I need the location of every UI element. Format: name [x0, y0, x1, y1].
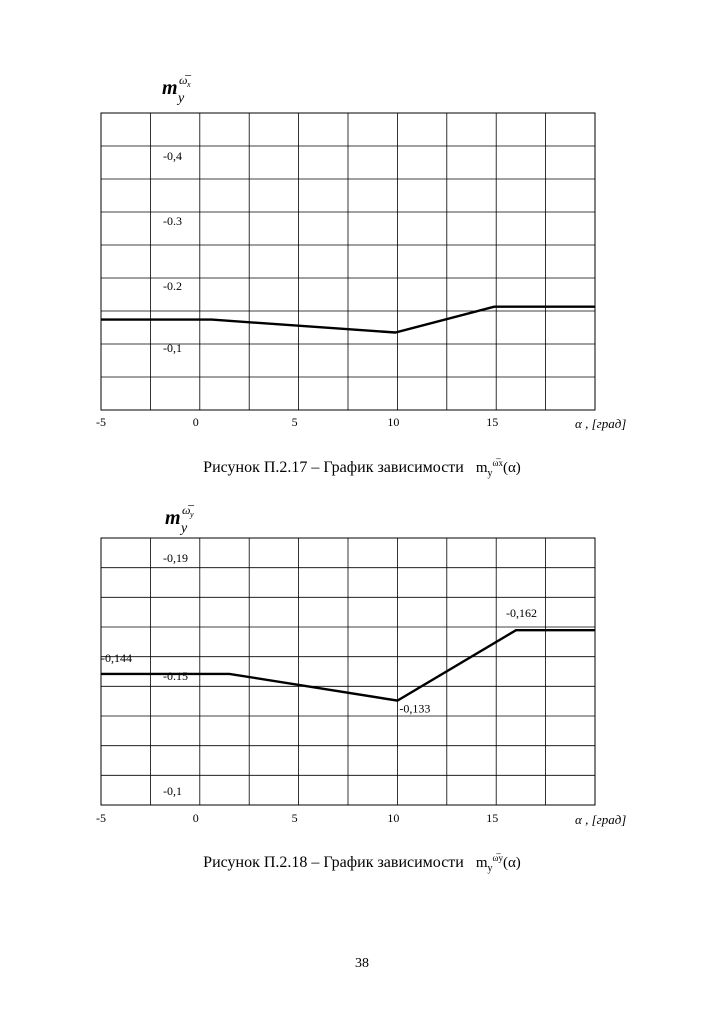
y-axis-label-sup-sub: x: [186, 80, 191, 89]
y-tick-label: -0.3: [163, 214, 182, 228]
y-tick-label: -0,19: [163, 551, 188, 565]
x-axis-label: α , [град]: [575, 416, 626, 431]
data-label: -0,162: [506, 606, 537, 620]
figure-1-caption: Рисунок П.2.17 – График зависимости myω̅x…: [0, 458, 724, 479]
x-tick-label: 5: [292, 415, 298, 429]
y-tick-label: -0,1: [163, 784, 182, 798]
x-tick-label: -5: [96, 811, 106, 825]
y-axis-label-sub: y: [176, 91, 185, 106]
x-tick-label: 15: [486, 811, 498, 825]
plot-frame: [100, 537, 596, 806]
y-axis-label: m: [165, 507, 181, 529]
chart-1: -5 0 5 10 15 α , [град]-0,4-0.3-0.2-0,1m yω̅ x: [96, 73, 626, 431]
x-tick-label: 0: [193, 415, 199, 429]
figure-2-caption: Рисунок П.2.18 – График зависимости myω̅y…: [0, 853, 724, 874]
caption-text: Рисунок П.2.17 – График зависимости: [203, 459, 464, 476]
x-tick-label: -5: [96, 415, 106, 429]
y-axis-label: m: [162, 77, 178, 99]
data-label: -0,144: [101, 651, 132, 665]
x-axis-label: α , [град]: [575, 812, 626, 827]
caption-function: myω̅y(α): [475, 853, 521, 874]
x-tick-label: 15: [486, 415, 498, 429]
data-label: -0,133: [399, 702, 430, 716]
caption-text: Рисунок П.2.18 – График зависимости: [203, 854, 464, 871]
x-tick-label: 10: [387, 811, 399, 825]
plot-frame: [100, 112, 596, 411]
caption-function: myω̅x(α): [475, 458, 521, 479]
y-tick-label: -0.15: [163, 669, 188, 683]
chart-2: -5 0 5 10 15 α , [град]-0,19-0.15-0,1m yω̅ y-0,…: [96, 503, 626, 827]
y-tick-label: -0,4: [163, 149, 182, 163]
x-tick-label: 5: [292, 811, 298, 825]
y-tick-label: -0,1: [163, 341, 182, 355]
page-number: 38: [355, 956, 369, 971]
y-tick-label: -0.2: [163, 279, 182, 293]
y-axis-label-sup-sub: y: [189, 510, 194, 519]
x-tick-label: 0: [193, 811, 199, 825]
y-axis-label-sub: y: [179, 521, 188, 536]
x-tick-label: 10: [387, 415, 399, 429]
